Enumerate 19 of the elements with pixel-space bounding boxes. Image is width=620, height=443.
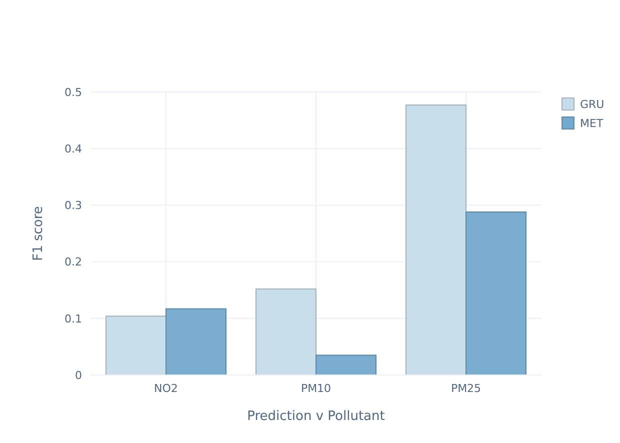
legend-label: MET: [580, 116, 604, 130]
x-axis-title: Prediction v Pollutant: [247, 409, 385, 424]
bar: [256, 288, 316, 376]
y-tick-label: 0.3: [64, 199, 82, 212]
bar: [106, 316, 166, 376]
bar: [166, 308, 226, 376]
x-tick-label: PM10: [300, 382, 332, 395]
bar: [466, 211, 526, 376]
y-tick-label: 0: [75, 368, 82, 382]
legend-label: GRU: [580, 98, 604, 111]
y-axis-title: F1 score: [31, 206, 46, 261]
bar: [406, 104, 466, 376]
y-tick-label: 0.5: [64, 86, 82, 99]
y-tick-label: 0.2: [64, 256, 82, 269]
x-tick-label: NO2: [154, 382, 178, 395]
y-tick-label: 0.4: [64, 142, 82, 156]
bar: [316, 354, 376, 376]
y-tick-label: 0.1: [64, 312, 82, 326]
x-tick-label: PM25: [450, 382, 482, 395]
